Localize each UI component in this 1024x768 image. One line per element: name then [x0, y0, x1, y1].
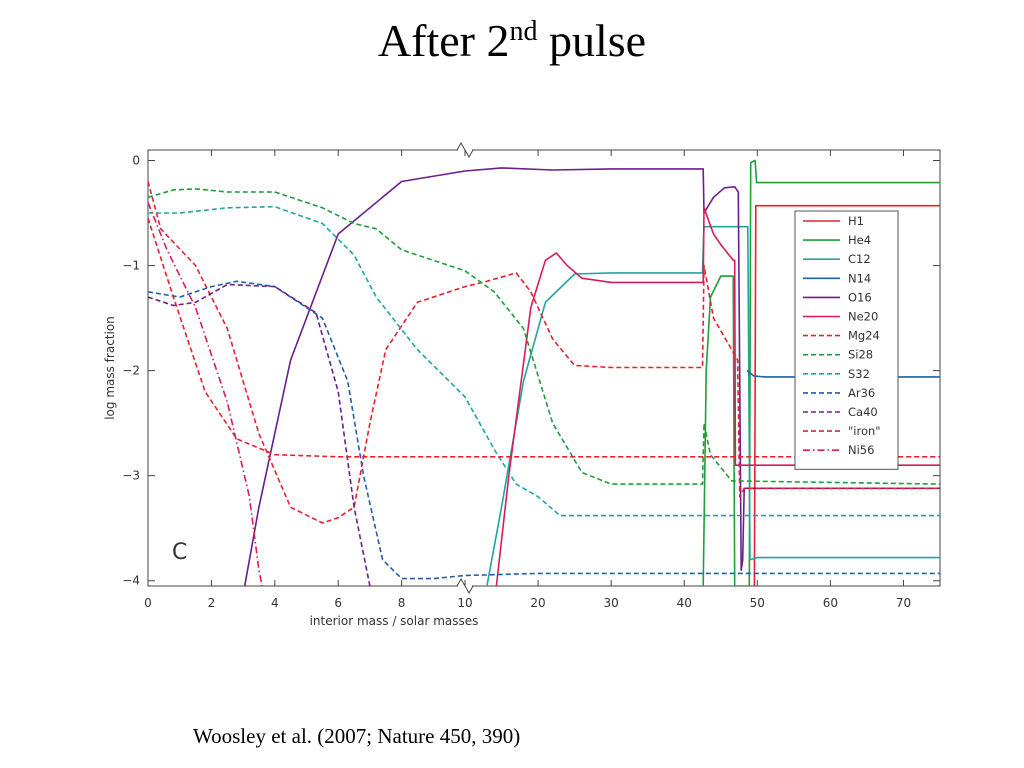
- series-line-ca40: [148, 283, 371, 586]
- legend-label: C12: [848, 252, 871, 266]
- legend-label: S32: [848, 367, 870, 381]
- slide-title: After 2nd pulse: [0, 14, 1024, 67]
- legend-label: He4: [848, 233, 871, 247]
- series-line-mg24: [148, 181, 940, 524]
- series-line-he4: [702, 159, 940, 586]
- y-tick-label: −2: [122, 364, 140, 378]
- y-tick-label: −1: [122, 259, 140, 273]
- series-line-c12: [486, 225, 940, 586]
- x-tick-label: 40: [677, 596, 692, 610]
- series-line-s32: [148, 205, 940, 517]
- legend-label: H1: [848, 214, 864, 228]
- x-tick-label: 70: [896, 596, 911, 610]
- x-tick-label: 50: [750, 596, 765, 610]
- y-axis-label: log mass fraction: [103, 316, 117, 420]
- series-line-iron: [148, 218, 940, 458]
- plot-frame: [147, 149, 941, 587]
- legend-box: [794, 210, 899, 470]
- title-main: After 2: [377, 15, 510, 66]
- y-tick-label: −3: [122, 469, 140, 483]
- y-tick-label: 0: [132, 154, 140, 168]
- legend-label: Si28: [848, 348, 873, 362]
- series-line-ni56: [148, 202, 263, 586]
- chart-frame: [147, 149, 941, 587]
- series-line-ar36: [148, 280, 940, 580]
- axes: 0 2 4 6 8 10 20 30 40 50 60 70 0 −1 −2 −3 −4 interior mas…: [103, 141, 940, 628]
- y-tick-label: −4: [122, 574, 140, 588]
- legend-label: Ar36: [848, 386, 875, 400]
- x-tick-label: 2: [208, 596, 216, 610]
- x-tick-label: 4: [271, 596, 279, 610]
- legend-label: "iron": [848, 424, 881, 438]
- citation: Woosley et al. (2007; Nature 450, 390): [193, 724, 521, 748]
- legend-label: N14: [848, 271, 871, 285]
- title-superscript: nd: [509, 16, 538, 47]
- legend-label: Ni56: [848, 443, 874, 457]
- series-line-si28: [148, 188, 940, 485]
- legend: H1 He4 C12 N14 O16 Ne20 Mg24 Si28 S32 Ar36 Ca40 "ir…: [794, 210, 899, 470]
- x-tick-label: 0: [144, 596, 152, 610]
- x-tick-label: 8: [398, 596, 406, 610]
- x-tick-label: 10: [457, 596, 472, 610]
- series-line-o16: [243, 167, 940, 586]
- panel-label: C: [172, 540, 187, 565]
- title-tail: pulse: [537, 15, 647, 66]
- x-tick-label: 60: [823, 596, 838, 610]
- legend-label: O16: [848, 290, 872, 304]
- legend-label: Ne20: [848, 310, 878, 324]
- series-line-ne20: [495, 207, 940, 586]
- x-axis-label: interior mass / solar masses: [310, 614, 479, 628]
- legend-label: Mg24: [848, 329, 880, 343]
- x-tick-label: 20: [530, 596, 545, 610]
- legend-label: Ca40: [848, 405, 878, 419]
- x-tick-label: 30: [604, 596, 619, 610]
- series-line-h1: [753, 204, 940, 586]
- x-tick-label: 6: [334, 596, 342, 610]
